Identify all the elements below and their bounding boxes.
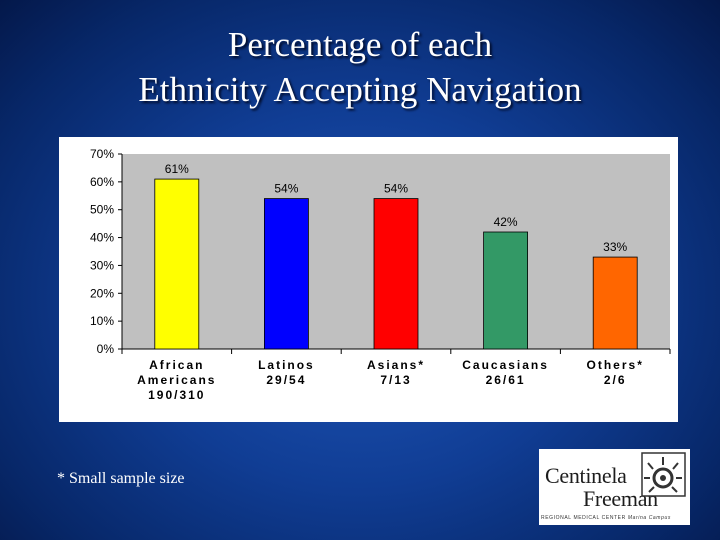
data-label: 54% bbox=[274, 182, 298, 196]
slide-title: Percentage of each Ethnicity Accepting N… bbox=[0, 22, 720, 112]
bar bbox=[592, 256, 638, 350]
category-label: Americans bbox=[137, 373, 216, 387]
y-tick-label: 20% bbox=[90, 286, 114, 300]
logo-text-line-1: Centinela bbox=[545, 463, 627, 488]
bar bbox=[263, 198, 309, 350]
category-label: Latinos bbox=[258, 358, 315, 372]
category-label: Others* bbox=[587, 358, 644, 372]
sun-emblem-icon bbox=[641, 452, 686, 497]
y-tick-label: 70% bbox=[90, 147, 114, 161]
chart-panel: 0% 10% 20% 30% 40% 50% 60% 70% 61% African America… bbox=[59, 137, 678, 422]
logo-tagline-text: REGIONAL MEDICAL CENTER bbox=[541, 515, 626, 521]
category-label: 2/6 bbox=[604, 373, 627, 387]
y-tick-label: 10% bbox=[90, 314, 114, 328]
data-label: 54% bbox=[384, 182, 408, 196]
bar bbox=[373, 198, 419, 350]
data-label: 33% bbox=[603, 240, 627, 254]
category-label: 29/54 bbox=[266, 373, 306, 387]
category-label: 7/13 bbox=[380, 373, 411, 387]
y-tick-label: 30% bbox=[90, 258, 114, 272]
bar bbox=[154, 178, 200, 350]
y-tick-label: 60% bbox=[90, 175, 114, 189]
data-label: 61% bbox=[165, 162, 189, 176]
hospital-logo: Centinela Freeman REGIONAL MEDICAL CENTE… bbox=[539, 449, 690, 525]
category-label: Asians* bbox=[367, 358, 425, 372]
bar bbox=[483, 231, 529, 350]
slide-title-line-1: Percentage of each bbox=[227, 25, 493, 64]
category-label: African bbox=[149, 358, 204, 372]
logo-tagline-script: Marina Campus bbox=[627, 515, 671, 521]
category-label: 26/61 bbox=[486, 373, 526, 387]
y-tick-label: 50% bbox=[90, 203, 114, 217]
category-label: 190/310 bbox=[148, 388, 205, 402]
footnote: * Small sample size bbox=[57, 470, 185, 487]
y-tick-label: 0% bbox=[97, 342, 115, 356]
data-label: 42% bbox=[494, 215, 518, 229]
category-label: Caucasians bbox=[462, 358, 549, 372]
bar-chart: 0% 10% 20% 30% 40% 50% 60% 70% 61% AfricanAmerica… bbox=[90, 147, 671, 402]
logo-tagline: REGIONAL MEDICAL CENTER Marina Campus bbox=[541, 515, 688, 521]
slide-title-line-2: Ethnicity Accepting Navigation bbox=[138, 70, 582, 109]
y-tick-label: 40% bbox=[90, 231, 114, 245]
